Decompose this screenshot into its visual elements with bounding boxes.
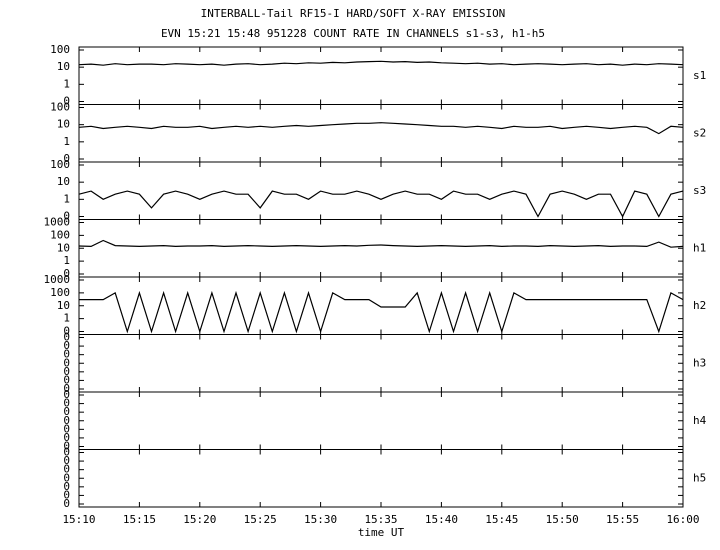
series-line bbox=[78, 122, 684, 135]
series-line bbox=[79, 290, 684, 334]
series-line bbox=[78, 60, 684, 66]
y-tick-label: 0 bbox=[63, 210, 70, 223]
y-tick-label: 10 bbox=[57, 241, 70, 254]
y-tick-label: 0 bbox=[63, 152, 70, 165]
y-tick-label: 0 bbox=[63, 497, 70, 510]
y-tick-label: 0 bbox=[63, 95, 70, 108]
legend-label: s1 bbox=[693, 69, 706, 82]
y-tick-label: 0 bbox=[63, 267, 70, 280]
y-tick-label: 0 bbox=[63, 382, 70, 395]
y-tick-label: 10 bbox=[57, 118, 70, 131]
chart-subtitle: EVN 15:21 15:48 951228 COUNT RATE IN CHA… bbox=[161, 27, 545, 40]
panel-frame bbox=[78, 449, 684, 508]
y-tick-label: 0 bbox=[63, 348, 70, 361]
panel-frame bbox=[78, 161, 684, 220]
y-tick-label: 100 bbox=[50, 286, 70, 299]
y-tick-label: 0 bbox=[63, 422, 70, 435]
y-tick-label: 10 bbox=[57, 60, 70, 73]
panel-frame bbox=[78, 334, 684, 393]
panel-frame bbox=[78, 104, 684, 163]
legend-label: h5 bbox=[693, 471, 706, 484]
y-tick-label: 100 bbox=[50, 101, 70, 114]
legend-label: h1 bbox=[693, 241, 706, 254]
y-tick-label: 0 bbox=[63, 446, 70, 459]
legend-label: h2 bbox=[693, 299, 706, 312]
x-axis-label: time UT bbox=[358, 526, 405, 539]
y-tick-label: 1 bbox=[63, 254, 70, 267]
y-tick-label: 1 bbox=[63, 312, 70, 325]
x-tick-label: 15:50 bbox=[546, 513, 579, 526]
chart-title: INTERBALL-Tail RF15-I HARD/SOFT X-RAY EM… bbox=[201, 7, 506, 20]
y-tick-label: 100 bbox=[50, 228, 70, 241]
y-tick-label: 1 bbox=[63, 135, 70, 148]
y-tick-label: 0 bbox=[63, 365, 70, 378]
y-tick-label: 100 bbox=[50, 158, 70, 171]
y-tick-label: 0 bbox=[63, 431, 70, 444]
panel-frame bbox=[78, 276, 684, 335]
series-line bbox=[78, 190, 684, 218]
legend-label: h4 bbox=[693, 414, 707, 427]
x-tick-label: 15:35 bbox=[364, 513, 397, 526]
y-tick-label: 0 bbox=[63, 325, 70, 338]
x-tick-label: 15:10 bbox=[62, 513, 95, 526]
y-tick-label: 0 bbox=[63, 388, 70, 401]
y-tick-label: 0 bbox=[63, 471, 70, 484]
legend-label: s2 bbox=[693, 126, 706, 139]
y-tick-label: 10 bbox=[57, 299, 70, 312]
series-line bbox=[78, 239, 684, 248]
y-tick-label: 0 bbox=[63, 339, 70, 352]
panel-frame bbox=[78, 46, 684, 105]
x-tick-label: 15:15 bbox=[123, 513, 156, 526]
y-tick-label: 0 bbox=[63, 440, 70, 453]
x-tick-label: 15:55 bbox=[606, 513, 639, 526]
y-tick-label: 0 bbox=[63, 480, 70, 493]
y-tick-label: 1000 bbox=[44, 216, 71, 229]
y-tick-label: 1000 bbox=[44, 273, 71, 286]
x-tick-label: 15:20 bbox=[183, 513, 216, 526]
panel-frame bbox=[78, 219, 684, 278]
y-tick-label: 0 bbox=[63, 488, 70, 501]
y-tick-label: 0 bbox=[63, 405, 70, 418]
y-tick-label: 0 bbox=[63, 331, 70, 344]
legend-label: s3 bbox=[693, 184, 706, 197]
x-tick-label: 15:45 bbox=[485, 513, 518, 526]
y-tick-label: 0 bbox=[63, 397, 70, 410]
y-tick-label: 100 bbox=[50, 43, 70, 56]
y-tick-label: 0 bbox=[63, 373, 70, 386]
x-tick-label: 15:30 bbox=[304, 513, 337, 526]
y-tick-label: 1 bbox=[63, 192, 70, 205]
x-tick-label: 15:25 bbox=[244, 513, 277, 526]
y-tick-label: 1 bbox=[63, 77, 70, 90]
y-tick-label: 0 bbox=[63, 414, 70, 427]
legend-label: h3 bbox=[693, 356, 706, 369]
y-tick-label: 10 bbox=[57, 175, 70, 188]
y-tick-label: 0 bbox=[63, 463, 70, 476]
x-tick-label: 16:00 bbox=[666, 513, 699, 526]
panel-frame bbox=[78, 391, 684, 450]
y-tick-label: 0 bbox=[63, 454, 70, 467]
x-tick-label: 15:40 bbox=[425, 513, 458, 526]
y-tick-label: 0 bbox=[63, 356, 70, 369]
